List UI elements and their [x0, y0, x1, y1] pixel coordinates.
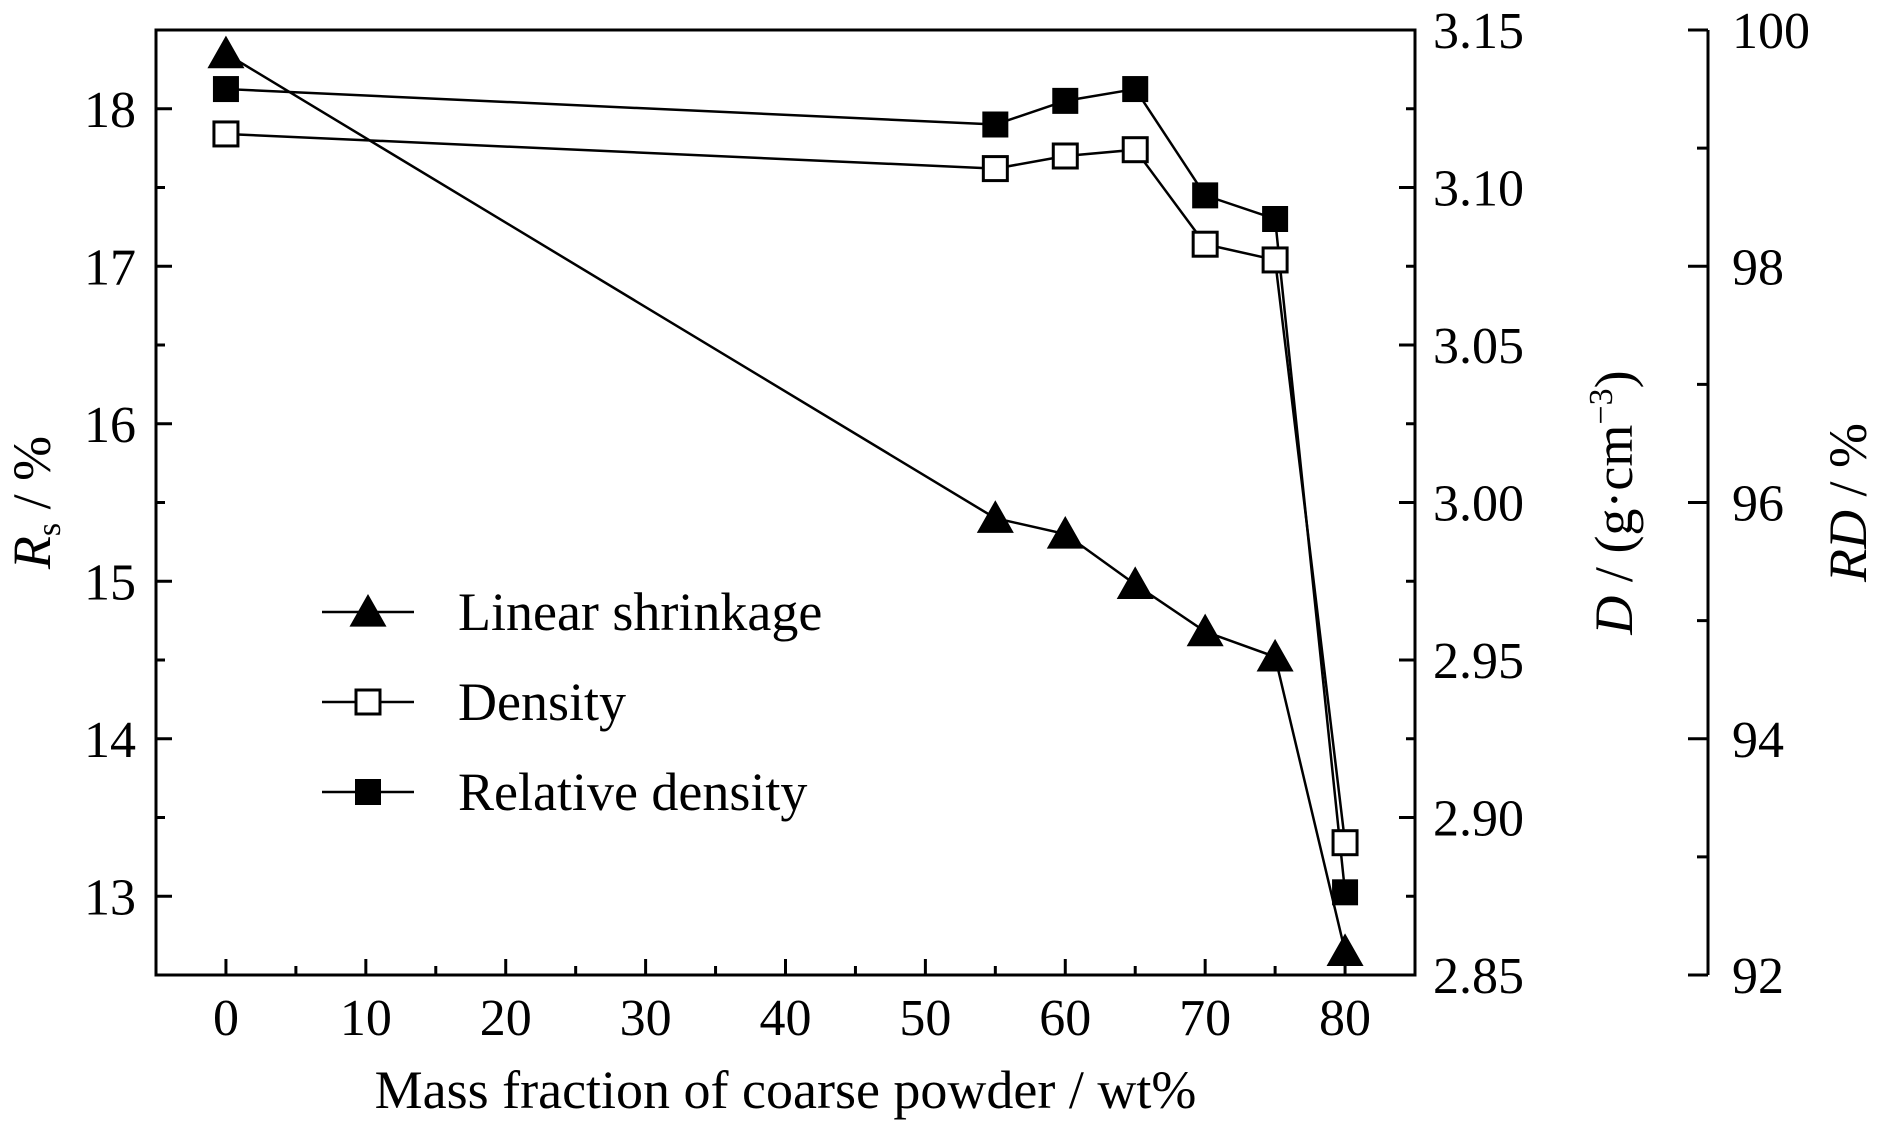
x-tick-label: 70	[1179, 990, 1231, 1047]
legend-label: Relative density	[458, 762, 807, 822]
left-axis-title-subscript: s	[31, 523, 68, 536]
left-tick-label: 16	[84, 397, 136, 454]
x-tick-label: 60	[1039, 990, 1091, 1047]
density-tick-label: 3.10	[1433, 161, 1524, 218]
data-point	[207, 35, 245, 69]
data-point	[1191, 230, 1219, 258]
data-point	[1332, 879, 1359, 906]
data-point	[1121, 136, 1149, 164]
x-tick-label: 80	[1319, 990, 1371, 1047]
data-point	[1051, 142, 1079, 170]
density-axis-title-symbol: D	[1584, 596, 1644, 636]
relative-density-tick-label: 96	[1732, 476, 1784, 533]
x-tick-label: 0	[213, 990, 239, 1047]
data-point	[1052, 87, 1079, 114]
density-axis: 2.85 2.90 2.95 3.00 3.05 3.10 3.15 D / (g·cm−3)	[1399, 3, 1644, 1005]
density-tick-label: 2.90	[1433, 791, 1524, 848]
relative-density-axis: 92 94 96 98 100 RD / %	[1688, 3, 1878, 1005]
plot-area-border	[154, 28, 1417, 977]
data-point	[1331, 829, 1359, 857]
left-axis-title-symbol: R	[2, 536, 62, 570]
plot-frame	[154, 28, 1417, 977]
series-layer	[207, 35, 1364, 966]
data-point	[981, 155, 1009, 183]
relative-density-axis-title: RD / %	[1818, 423, 1878, 583]
legend-label: Linear shrinkage	[458, 582, 822, 642]
data-point	[212, 76, 239, 103]
data-point	[1256, 638, 1294, 672]
x-axis: 0 10 20 30 40 50 60 70 80	[213, 959, 1371, 1047]
density-tick-label: 3.15	[1433, 3, 1524, 60]
x-tick-label: 50	[899, 990, 951, 1047]
data-point	[1116, 566, 1154, 599]
density-axis-title: D / (g·cm−3)	[1583, 370, 1644, 635]
density-axis-title-close: )	[1584, 370, 1644, 388]
left-tick-label: 13	[84, 869, 136, 926]
relative-density-tick-label: 94	[1732, 712, 1784, 769]
legend-marker	[355, 779, 381, 805]
legend-marker	[349, 593, 387, 627]
left-tick-label: 14	[84, 712, 136, 769]
data-point	[1046, 515, 1084, 549]
left-tick-label: 18	[84, 82, 136, 139]
relative-density-axis-title-symbol: RD	[1818, 510, 1878, 583]
data-point	[1192, 182, 1219, 209]
density-tick-label: 2.95	[1433, 633, 1524, 690]
data-point	[982, 111, 1009, 138]
series-line	[225, 132, 1347, 843]
relative-density-tick-label: 100	[1732, 3, 1810, 60]
data-point	[1122, 76, 1149, 103]
legend-marker	[354, 688, 382, 716]
left-axis: 13 14 15 16 17 18 Rs / %	[2, 28, 172, 977]
left-tick-label: 15	[84, 554, 136, 611]
x-tick-label: 20	[480, 990, 532, 1047]
density-tick-label: 2.85	[1433, 948, 1524, 1005]
data-point	[1186, 613, 1224, 647]
relative-density-tick-label: 98	[1732, 239, 1784, 296]
relative-density-tick-label: 92	[1732, 948, 1784, 1005]
x-tick-label: 10	[340, 990, 392, 1047]
x-tick-label: 30	[620, 990, 672, 1047]
relative-density-axis-title-unit: / %	[1818, 423, 1878, 510]
left-axis-title-unit: / %	[2, 436, 62, 523]
left-axis-title: Rs / %	[2, 436, 68, 570]
left-tick-label: 17	[84, 239, 136, 296]
data-point	[976, 500, 1014, 533]
x-tick-label: 40	[760, 990, 812, 1047]
density-axis-title-unit: / (g·cm	[1584, 425, 1644, 596]
data-point	[1261, 246, 1289, 274]
density-axis-title-superscript: −3	[1583, 388, 1620, 424]
data-point	[212, 120, 240, 148]
x-axis-title: Mass fraction of coarse powder / wt%	[375, 1060, 1197, 1120]
legend: Linear shrinkage Density Relative density	[322, 582, 822, 822]
density-tick-label: 3.05	[1433, 318, 1524, 375]
density-tick-label: 3.00	[1433, 476, 1524, 533]
data-point	[1262, 206, 1289, 232]
legend-label: Density	[458, 672, 626, 732]
